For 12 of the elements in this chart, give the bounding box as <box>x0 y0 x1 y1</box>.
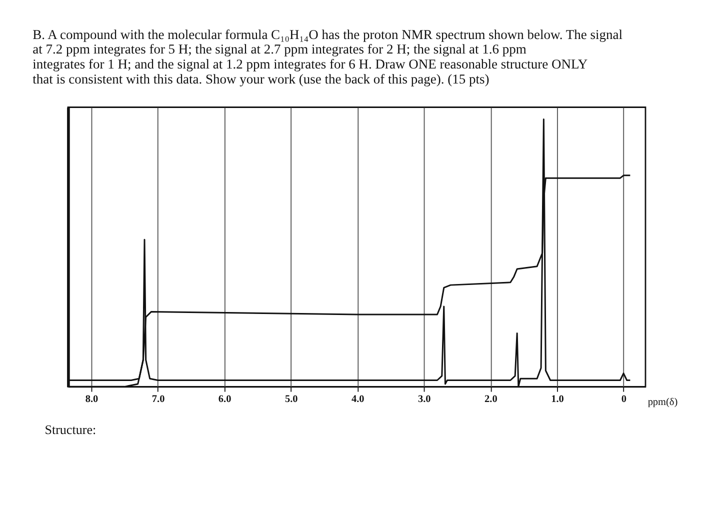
x-tick-label: 8.0 <box>85 394 98 406</box>
x-tick-label: 5.0 <box>284 394 298 406</box>
x-tick-label: 7.0 <box>152 394 165 406</box>
x-tick-label: 0 <box>621 394 627 406</box>
x-tick-label: 6.0 <box>218 394 232 406</box>
chart-title: B. A compound with the molecular formula C₁₀H₁₄O has the proton NMR spectrum shown below. The signal at 7.2 ppm integrates for 5 H; the signal at 2.7 ppm integrates for 2 H; the signal at 1.6 ppm integrates for 1 H; and the signal at 1.2 ppm integrates for 6 H. Draw ONE reasonable structure ONLY that is consistent with this data. Show your work (use the back of this page). (15 pts) <box>32 26 623 86</box>
text: Structure: <box>44 422 96 438</box>
x-tick-label: 2.0 <box>484 394 498 406</box>
x-tick-label: 4.0 <box>351 394 364 406</box>
x-axis-title: ppm(δ) <box>648 396 678 408</box>
x-tick-label: 1.0 <box>551 394 564 406</box>
x-tick-label: 3.0 <box>418 394 431 406</box>
